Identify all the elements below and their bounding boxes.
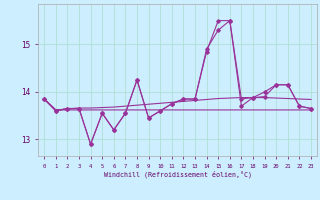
X-axis label: Windchill (Refroidissement éolien,°C): Windchill (Refroidissement éolien,°C)	[104, 170, 252, 178]
